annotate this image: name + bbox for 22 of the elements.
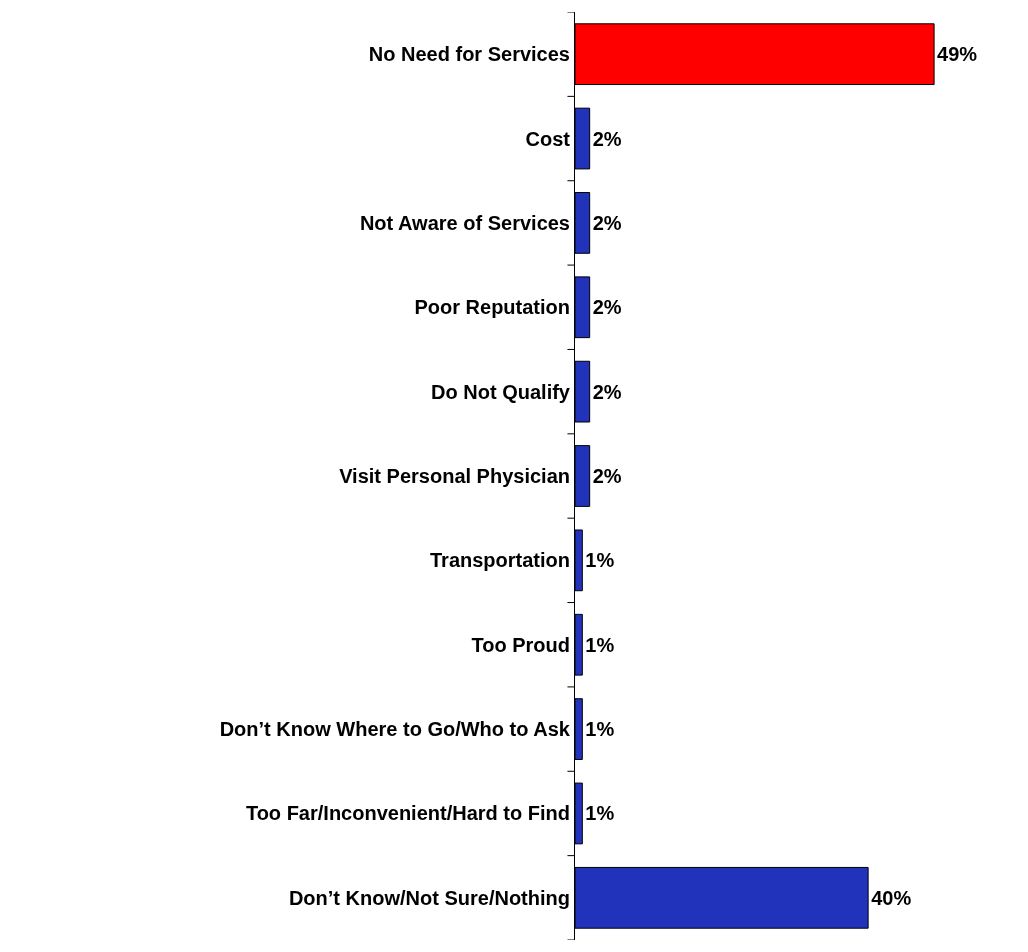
data-label: 2% <box>592 296 622 319</box>
data-label: 2% <box>592 380 622 403</box>
data-label: 2% <box>592 211 622 234</box>
y-tick-label: Visit Personal Physician <box>339 465 570 487</box>
y-tick-label: Transportation <box>429 549 570 572</box>
data-label: 2% <box>592 465 622 487</box>
y-tick-label: Do Not Qualify <box>431 380 571 403</box>
y-tick-label: Too Far/Inconvenient/Hard to Find <box>245 802 570 825</box>
data-label: 1% <box>585 718 615 741</box>
data-label: 2% <box>592 127 622 150</box>
y-tick-label: Don’t Know/Not Sure/Nothing <box>288 886 570 909</box>
data-label: 1% <box>585 802 615 825</box>
y-tick-label: Too Proud <box>471 633 570 656</box>
y-tick-label: No Need for Services <box>368 43 570 66</box>
y-tick-label: Don’t Know Where to Go/Who to Ask <box>219 718 571 741</box>
y-tick-label: Not Aware of Services <box>359 211 570 234</box>
data-label: 40% <box>871 886 912 909</box>
data-label: 1% <box>585 549 615 572</box>
data-label: 1% <box>585 633 615 656</box>
y-tick-label: Cost <box>525 127 571 150</box>
data-label: 49% <box>937 43 978 66</box>
y-tick-label: Poor Reputation <box>414 296 570 319</box>
